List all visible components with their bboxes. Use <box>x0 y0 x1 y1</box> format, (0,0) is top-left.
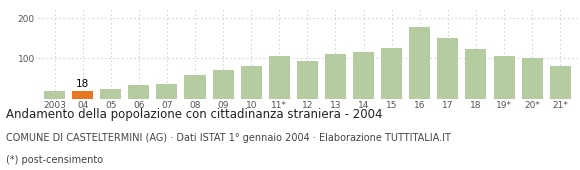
Bar <box>128 84 150 99</box>
Bar <box>213 70 234 99</box>
Bar <box>184 75 205 99</box>
Bar <box>325 54 346 99</box>
Bar <box>72 91 93 99</box>
Bar <box>465 49 487 99</box>
Bar <box>550 66 571 99</box>
Bar <box>494 56 514 99</box>
Text: COMUNE DI CASTELTERMINI (AG) · Dati ISTAT 1° gennaio 2004 · Elaborazione TUTTITA: COMUNE DI CASTELTERMINI (AG) · Dati ISTA… <box>6 133 451 143</box>
Text: 18: 18 <box>76 79 89 89</box>
Bar <box>241 66 262 99</box>
Bar <box>297 61 318 99</box>
Bar <box>353 52 374 99</box>
Bar <box>100 89 121 99</box>
Bar <box>44 91 65 99</box>
Bar <box>157 84 177 99</box>
Text: (*) post-censimento: (*) post-censimento <box>6 155 103 165</box>
Text: Andamento della popolazione con cittadinanza straniera - 2004: Andamento della popolazione con cittadin… <box>6 108 382 121</box>
Bar <box>521 58 543 99</box>
Bar <box>437 38 458 99</box>
Bar <box>409 27 430 99</box>
Bar <box>269 56 290 99</box>
Bar <box>381 48 402 99</box>
